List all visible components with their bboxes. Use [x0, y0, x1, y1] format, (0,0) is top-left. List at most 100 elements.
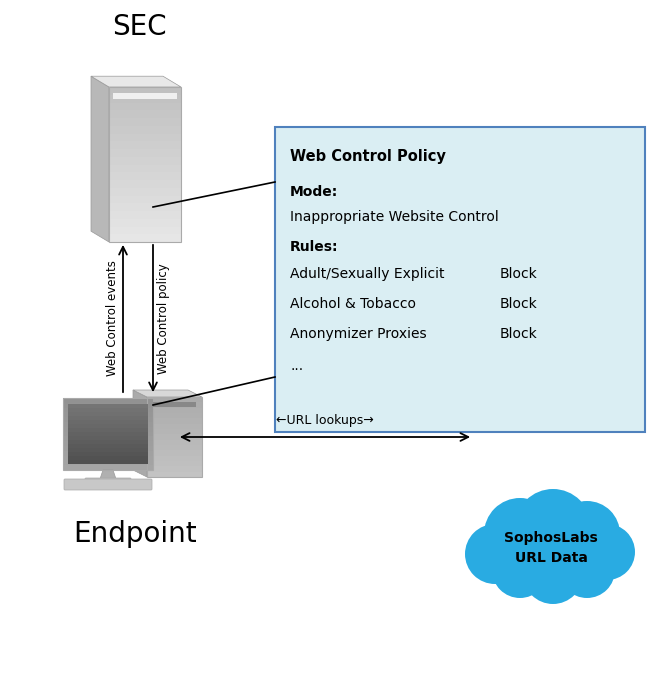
- Text: Alcohol & Tobacco: Alcohol & Tobacco: [290, 297, 416, 311]
- FancyBboxPatch shape: [68, 452, 148, 456]
- FancyBboxPatch shape: [109, 157, 181, 164]
- FancyBboxPatch shape: [147, 450, 202, 456]
- FancyBboxPatch shape: [147, 461, 202, 466]
- FancyBboxPatch shape: [109, 219, 181, 227]
- FancyBboxPatch shape: [68, 408, 148, 412]
- FancyBboxPatch shape: [68, 444, 148, 448]
- Text: Web Control events: Web Control events: [106, 261, 120, 376]
- FancyBboxPatch shape: [63, 431, 153, 436]
- Circle shape: [579, 524, 635, 580]
- Polygon shape: [133, 390, 147, 477]
- FancyBboxPatch shape: [68, 404, 148, 408]
- FancyBboxPatch shape: [109, 87, 181, 95]
- FancyBboxPatch shape: [147, 418, 202, 424]
- FancyBboxPatch shape: [68, 436, 148, 440]
- FancyBboxPatch shape: [63, 412, 153, 418]
- FancyBboxPatch shape: [63, 422, 153, 427]
- Circle shape: [484, 498, 556, 570]
- FancyBboxPatch shape: [68, 416, 148, 420]
- FancyBboxPatch shape: [109, 148, 181, 157]
- FancyBboxPatch shape: [147, 466, 202, 472]
- FancyBboxPatch shape: [63, 441, 153, 446]
- FancyBboxPatch shape: [109, 203, 181, 211]
- Circle shape: [465, 524, 525, 584]
- Text: Block: Block: [500, 267, 538, 281]
- FancyBboxPatch shape: [147, 402, 202, 408]
- FancyBboxPatch shape: [63, 417, 153, 422]
- FancyBboxPatch shape: [147, 445, 202, 450]
- FancyBboxPatch shape: [63, 427, 153, 431]
- Polygon shape: [91, 76, 181, 87]
- FancyBboxPatch shape: [68, 456, 148, 460]
- FancyBboxPatch shape: [109, 110, 181, 118]
- FancyBboxPatch shape: [147, 408, 202, 413]
- FancyBboxPatch shape: [147, 397, 202, 402]
- Polygon shape: [99, 470, 117, 482]
- FancyBboxPatch shape: [68, 420, 148, 424]
- FancyBboxPatch shape: [109, 141, 181, 149]
- FancyBboxPatch shape: [63, 455, 153, 461]
- FancyBboxPatch shape: [109, 187, 181, 195]
- Circle shape: [515, 489, 591, 565]
- Text: SophosLabs
URL Data: SophosLabs URL Data: [504, 531, 598, 565]
- FancyBboxPatch shape: [109, 164, 181, 172]
- FancyBboxPatch shape: [63, 403, 153, 408]
- FancyBboxPatch shape: [109, 195, 181, 204]
- Circle shape: [492, 542, 548, 598]
- FancyBboxPatch shape: [109, 234, 181, 242]
- Polygon shape: [91, 76, 109, 242]
- FancyBboxPatch shape: [68, 428, 148, 432]
- Text: Web Control policy: Web Control policy: [156, 263, 170, 374]
- Text: Anonymizer Proxies: Anonymizer Proxies: [290, 327, 427, 341]
- Circle shape: [523, 544, 583, 604]
- FancyBboxPatch shape: [63, 465, 153, 470]
- FancyBboxPatch shape: [63, 436, 153, 441]
- FancyBboxPatch shape: [68, 424, 148, 428]
- FancyBboxPatch shape: [63, 450, 153, 456]
- FancyBboxPatch shape: [63, 408, 153, 413]
- FancyBboxPatch shape: [109, 95, 181, 102]
- FancyBboxPatch shape: [147, 434, 202, 440]
- FancyBboxPatch shape: [147, 440, 202, 445]
- FancyBboxPatch shape: [68, 432, 148, 436]
- FancyBboxPatch shape: [147, 429, 202, 434]
- FancyBboxPatch shape: [68, 412, 148, 416]
- FancyBboxPatch shape: [85, 478, 131, 488]
- FancyBboxPatch shape: [109, 210, 181, 219]
- Text: ...: ...: [290, 359, 303, 373]
- FancyBboxPatch shape: [109, 102, 181, 110]
- Text: Endpoint: Endpoint: [73, 520, 197, 548]
- FancyBboxPatch shape: [109, 227, 181, 234]
- FancyBboxPatch shape: [109, 180, 181, 187]
- FancyBboxPatch shape: [147, 424, 202, 429]
- Circle shape: [559, 542, 615, 598]
- FancyBboxPatch shape: [275, 127, 645, 432]
- Text: SEC: SEC: [112, 13, 166, 41]
- Circle shape: [554, 501, 620, 567]
- Text: Web Control Policy: Web Control Policy: [290, 149, 446, 164]
- FancyBboxPatch shape: [109, 125, 181, 134]
- FancyBboxPatch shape: [109, 172, 181, 180]
- Text: Block: Block: [500, 297, 538, 311]
- Polygon shape: [133, 390, 202, 397]
- FancyBboxPatch shape: [68, 440, 148, 444]
- FancyBboxPatch shape: [64, 479, 152, 490]
- FancyBboxPatch shape: [109, 118, 181, 125]
- FancyBboxPatch shape: [147, 413, 202, 418]
- FancyBboxPatch shape: [147, 471, 202, 477]
- Text: Block: Block: [500, 327, 538, 341]
- FancyBboxPatch shape: [153, 402, 196, 407]
- Text: Adult/Sexually Explicit: Adult/Sexually Explicit: [290, 267, 444, 281]
- FancyBboxPatch shape: [68, 460, 148, 464]
- Text: ←URL lookups→: ←URL lookups→: [276, 414, 374, 427]
- FancyBboxPatch shape: [68, 447, 148, 452]
- Text: Rules:: Rules:: [290, 240, 338, 254]
- FancyBboxPatch shape: [113, 93, 177, 99]
- Text: Mode:: Mode:: [290, 185, 338, 199]
- FancyBboxPatch shape: [147, 455, 202, 461]
- FancyBboxPatch shape: [63, 460, 153, 465]
- FancyBboxPatch shape: [109, 133, 181, 141]
- Text: Inappropriate Website Control: Inappropriate Website Control: [290, 210, 499, 224]
- FancyBboxPatch shape: [63, 446, 153, 451]
- FancyBboxPatch shape: [63, 398, 153, 403]
